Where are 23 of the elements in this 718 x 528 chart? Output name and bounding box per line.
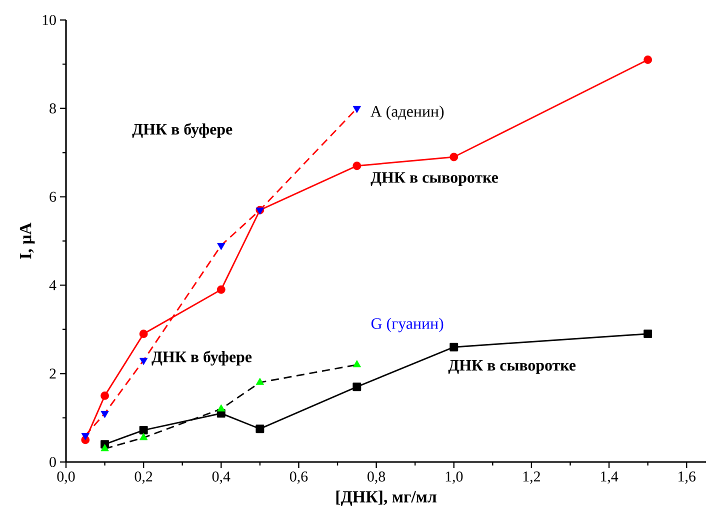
x-tick-label: 0,0 [57, 471, 75, 484]
x-axis-title: [ДНК], мг/мл [336, 490, 436, 506]
y-tick-label: 0 [50, 456, 56, 468]
x-tick-label: 0,4 [212, 471, 230, 484]
annotation: A (аденин) [370, 106, 444, 120]
y-tick-label: 4 [49, 280, 56, 290]
x-tick-label: 0,6 [290, 471, 308, 484]
annotation: G (гуанин) [371, 318, 444, 332]
y-tick-label: 2 [50, 368, 56, 379]
annotation: ДНК в буфере [132, 123, 232, 138]
x-tick-label: 1,2 [523, 472, 540, 484]
x-tick-label: 0,8 [368, 471, 386, 484]
annotation: ДНК в сыворотке [370, 172, 498, 186]
x-tick-label: 1,4 [601, 472, 618, 484]
x-tick-label: 0,2 [134, 471, 152, 484]
y-tick-label: 6 [50, 192, 56, 202]
x-tick-label: 1,6 [678, 472, 696, 484]
annotation: ДНК в сыворотке [448, 360, 576, 374]
y-tick-label: 10 [42, 14, 56, 26]
y-axis-title: I, μA [20, 222, 35, 259]
annotation: ДНК в буфере [152, 350, 252, 366]
x-tick-label: 1,0 [446, 471, 463, 484]
y-tick-label: 8 [50, 103, 56, 114]
